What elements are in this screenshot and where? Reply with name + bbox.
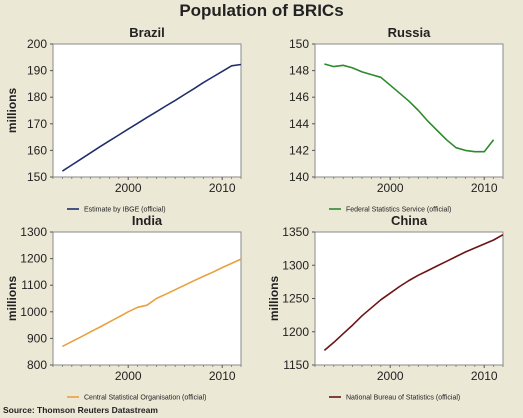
y-tick-label: 1300 xyxy=(282,258,309,272)
x-tick-label: 2000 xyxy=(115,181,142,195)
chart-india: India 800 900 1000 1100 1200 1300 2000 2010 milli… xyxy=(5,213,242,402)
y-tick-label: 160 xyxy=(27,143,47,157)
plot-area xyxy=(52,231,242,366)
x-tick-label: 2000 xyxy=(377,181,404,195)
x-tick-label: 2010 xyxy=(471,369,498,383)
chart-china: China 1150 1200 1250 1300 1350 2000 2010 million… xyxy=(267,213,504,402)
chart-title: Brazil xyxy=(129,25,164,40)
y-tick-label: 1000 xyxy=(20,305,47,319)
legend-label: Federal Statistics Service (official) xyxy=(346,207,451,214)
y-tick-label: 148 xyxy=(289,64,309,78)
plot-area xyxy=(314,231,504,366)
plot-area xyxy=(314,43,504,178)
legend-label: National Bureau of Statistics (official) xyxy=(346,395,460,402)
legend-label: Estimate by IBGE (official) xyxy=(84,207,166,214)
y-tick-label: 1150 xyxy=(283,358,309,372)
y-tick-label: 200 xyxy=(27,37,47,51)
y-tick-label: 1100 xyxy=(21,278,47,292)
panel-china: China 1150 1200 1250 1300 1350 2000 2010 million… xyxy=(262,210,521,402)
y-tick-label: 800 xyxy=(27,358,47,372)
y-tick-label: 1300 xyxy=(20,225,47,239)
y-tick-label: 140 xyxy=(289,170,309,184)
y-tick-label: 150 xyxy=(289,37,309,51)
x-tick-label: 2000 xyxy=(115,369,142,383)
series-line xyxy=(62,258,242,348)
y-tick-label: 1350 xyxy=(282,225,309,239)
panel-russia: Russia 140 142 144 146 148 150 2000 2010 Federal … xyxy=(262,22,521,214)
y-axis-label: millions xyxy=(267,276,281,322)
y-tick-label: 150 xyxy=(27,170,47,184)
y-tick-label: 180 xyxy=(27,90,47,104)
y-tick-label: 144 xyxy=(289,117,309,131)
y-tick-label: 190 xyxy=(27,64,47,78)
y-tick-label: 1200 xyxy=(282,325,309,339)
chart-title: China xyxy=(391,213,428,228)
x-tick-label: 2000 xyxy=(377,369,404,383)
chart-russia: Russia 140 142 144 146 148 150 2000 2010 Federal … xyxy=(289,25,504,214)
source-note: Source: Thomson Reuters Datastream xyxy=(3,405,158,415)
plot-area xyxy=(52,43,242,178)
x-tick-label: 2010 xyxy=(471,181,498,195)
series-line xyxy=(323,234,504,352)
x-tick-label: 2010 xyxy=(209,181,236,195)
chart-title: India xyxy=(132,213,163,228)
y-axis-label: millions xyxy=(5,88,19,134)
x-tick-label: 2010 xyxy=(209,369,236,383)
series-line xyxy=(61,63,242,172)
chart-brazil: Brazil 150 160 170 180 190 200 2000 2010 millions… xyxy=(5,25,242,214)
legend-label: Central Statistical Organisation (offici… xyxy=(84,395,206,402)
panel-india: India 800 900 1000 1100 1200 1300 2000 2010 milli… xyxy=(0,210,259,402)
y-axis-label: millions xyxy=(5,276,19,322)
y-tick-label: 142 xyxy=(289,143,309,157)
y-tick-label: 900 xyxy=(27,331,47,345)
y-tick-label: 146 xyxy=(289,90,309,104)
page-title: Population of BRICs xyxy=(179,1,344,20)
panel-brazil: Brazil 150 160 170 180 190 200 2000 2010 millions… xyxy=(0,22,259,214)
y-tick-label: 170 xyxy=(27,117,47,131)
y-tick-label: 1250 xyxy=(282,292,309,306)
chart-title: Russia xyxy=(388,25,431,40)
series-line xyxy=(324,63,495,153)
y-tick-label: 1200 xyxy=(20,252,47,266)
